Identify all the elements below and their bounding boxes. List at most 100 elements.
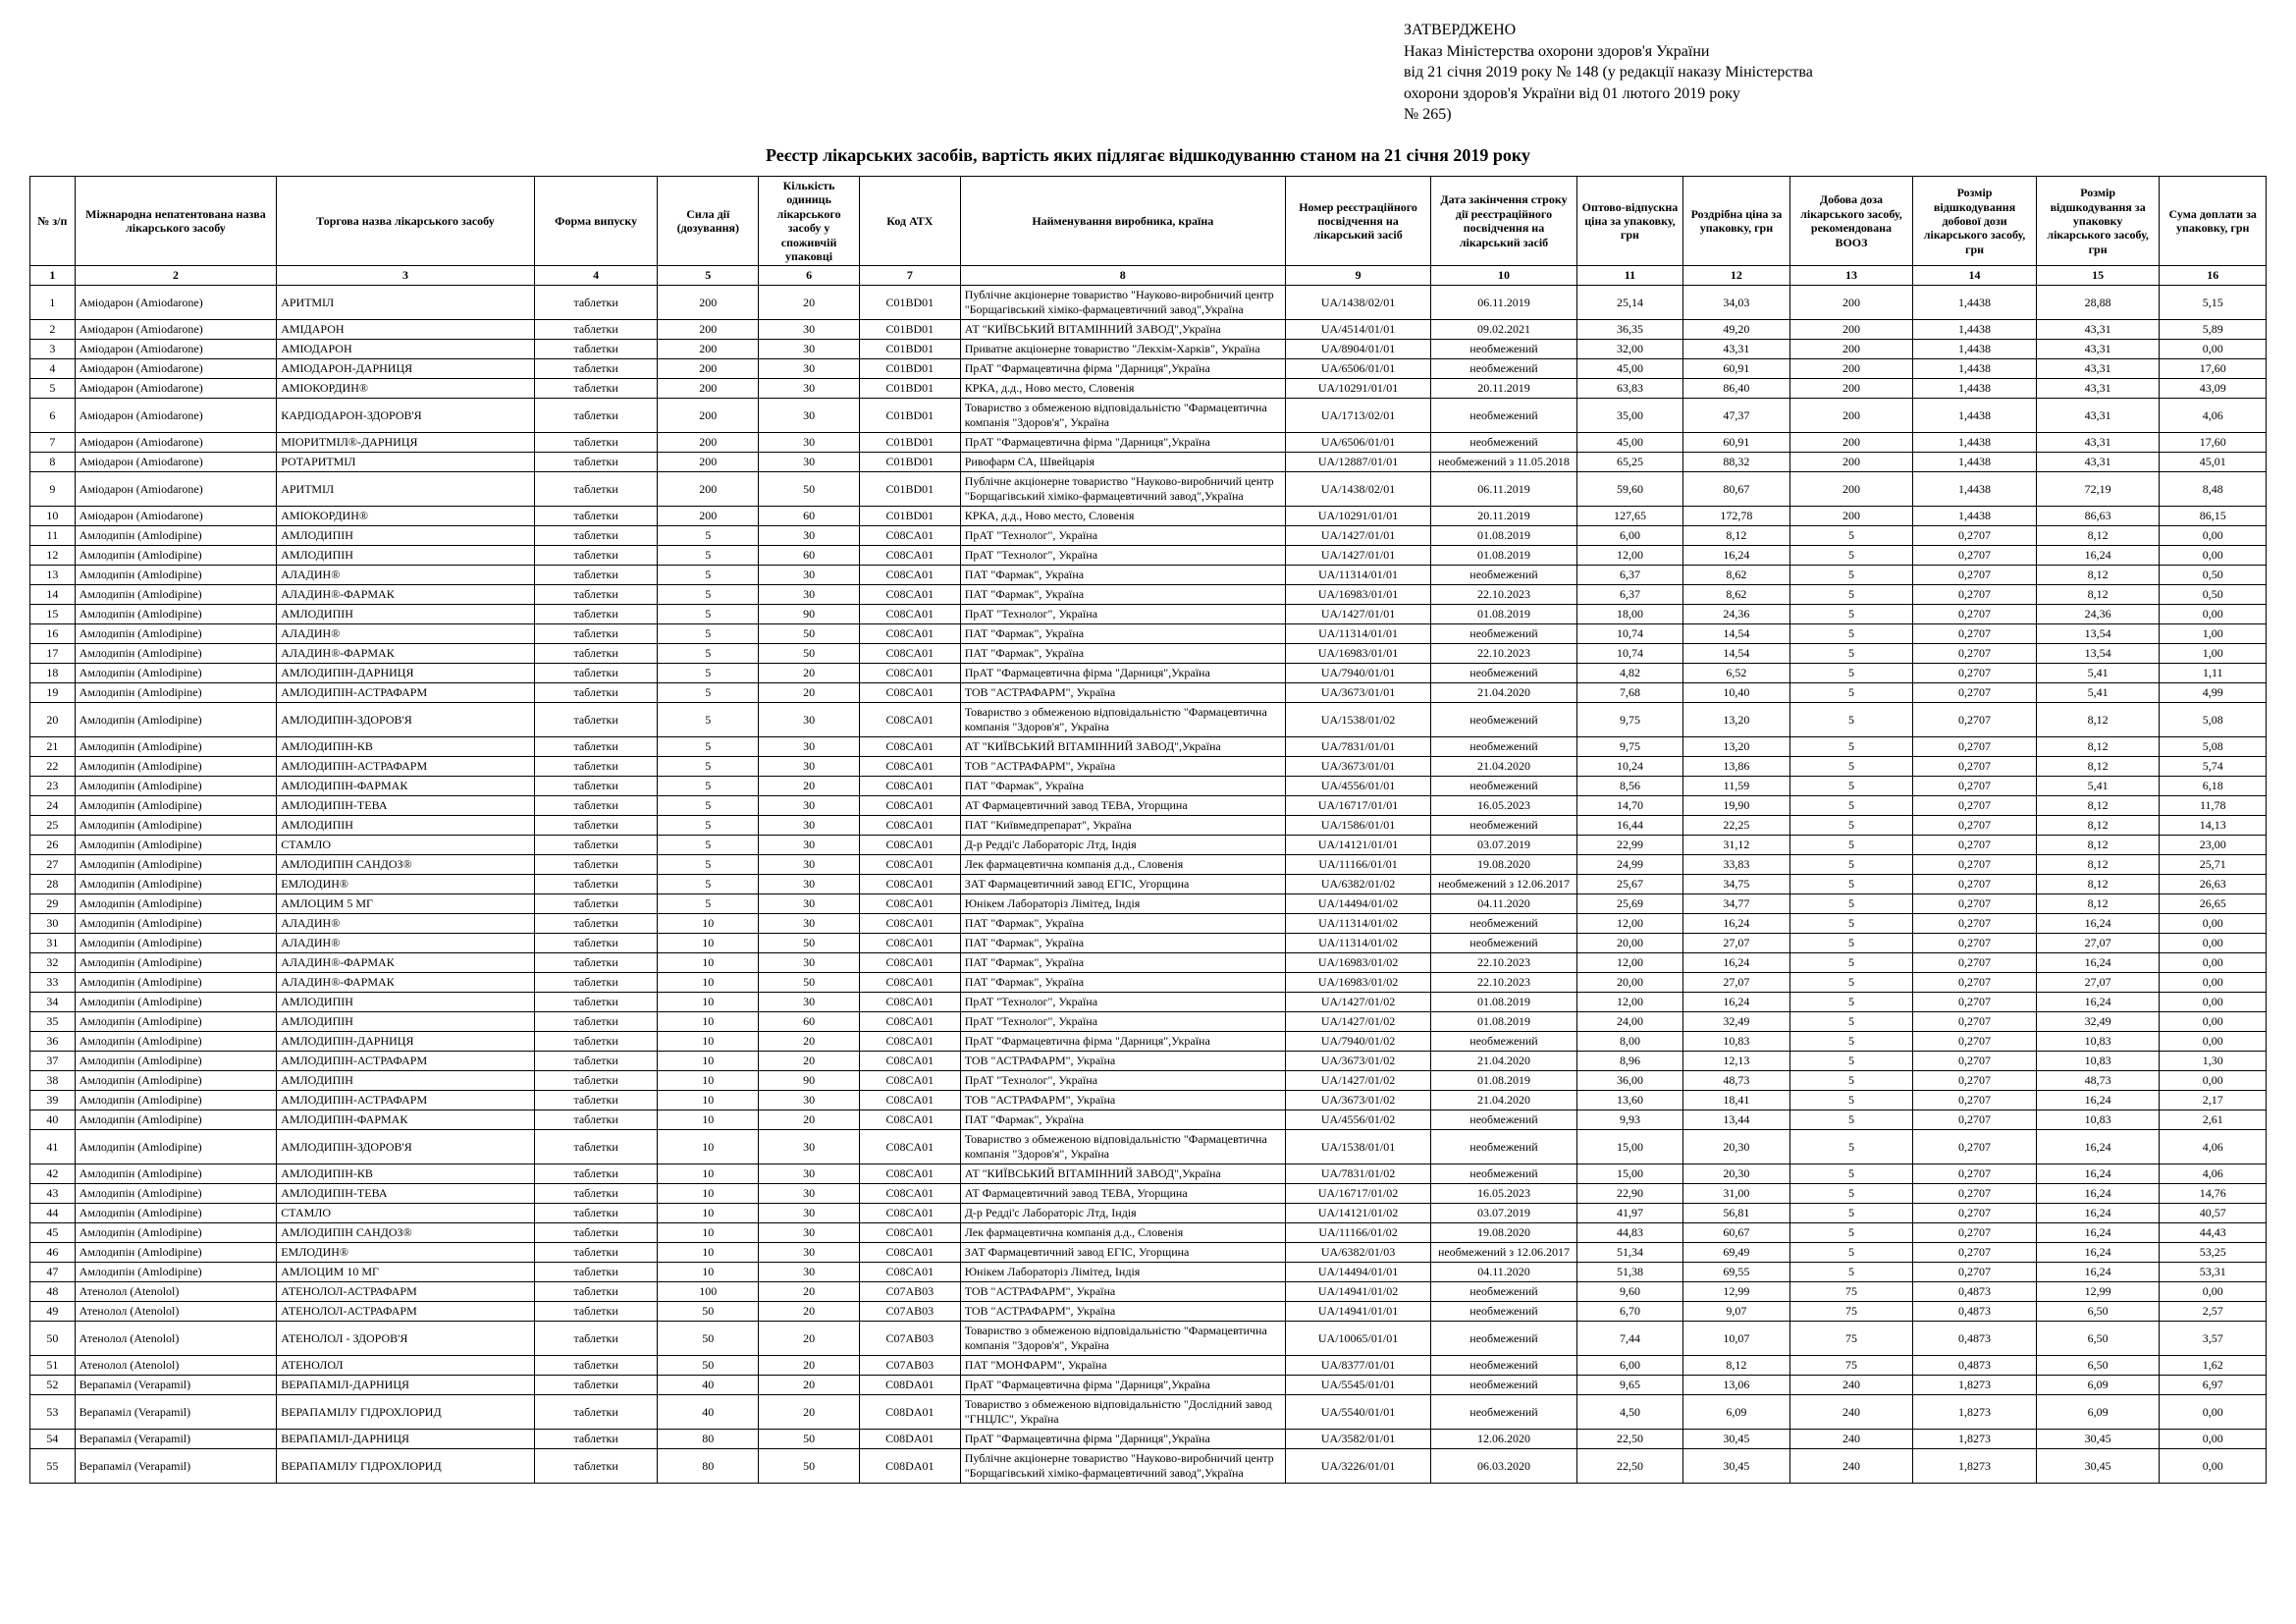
table-cell: 10 [658, 1263, 759, 1282]
table-cell: 10 [658, 1071, 759, 1091]
table-cell: Аміодарон (Amiodarone) [75, 399, 277, 433]
table-cell: C07AB03 [859, 1322, 960, 1356]
table-cell: 33 [30, 973, 76, 993]
table-cell: 0,00 [2160, 340, 2267, 359]
table-cell: 4 [30, 359, 76, 379]
table-cell: 30,45 [2036, 1430, 2160, 1449]
table-cell: UA/1427/01/02 [1285, 993, 1430, 1012]
table-cell: 0,2707 [1913, 737, 2037, 757]
approval-line: № 265) [1404, 104, 2267, 126]
table-cell: C08CA01 [859, 875, 960, 894]
table-cell: 0,00 [2160, 1032, 2267, 1052]
table-cell: 0,2707 [1913, 526, 2037, 546]
table-cell: 22,50 [1576, 1430, 1682, 1449]
table-cell: АЛАДИН®-ФАРМАК [277, 973, 535, 993]
table-cell: ВЕРАПАМІЛУ ГІДРОХЛОРИД [277, 1395, 535, 1430]
table-cell: 30 [759, 379, 860, 399]
table-cell: 26,63 [2160, 875, 2267, 894]
table-cell: 03.07.2019 [1431, 836, 1576, 855]
table-cell: таблетки [534, 664, 658, 683]
table-colnum-cell: 8 [960, 266, 1285, 286]
table-cell: 5 [658, 664, 759, 683]
table-cell: АМЛОДИПІН-АСТРАФАРМ [277, 1052, 535, 1071]
table-cell: АРИТМІЛ [277, 286, 535, 320]
table-cell: 0,2707 [1913, 1263, 2037, 1282]
table-cell: 5 [1789, 1052, 1913, 1071]
table-cell: 5 [658, 605, 759, 624]
table-cell: Амлодипін (Amlodipine) [75, 737, 277, 757]
table-cell: 30 [759, 875, 860, 894]
table-cell: АТ "КИЇВСЬКИЙ ВІТАМІННИЙ ЗАВОД",Україна [960, 737, 1285, 757]
table-cell: 10,83 [2036, 1052, 2160, 1071]
table-cell: UA/3673/01/01 [1285, 683, 1430, 703]
table-cell: 0,50 [2160, 585, 2267, 605]
table-cell: 16,24 [2036, 1204, 2160, 1223]
table-cell: Амлодипін (Amlodipine) [75, 973, 277, 993]
table-cell: таблетки [534, 1130, 658, 1164]
table-cell: C07AB03 [859, 1356, 960, 1376]
table-cell: 10,40 [1683, 683, 1789, 703]
table-cell: C08CA01 [859, 914, 960, 934]
table-cell: 34,77 [1683, 894, 1789, 914]
table-cell: 5 [1789, 683, 1913, 703]
table-cell: 22.10.2023 [1431, 585, 1576, 605]
table-cell: 32,49 [2036, 1012, 2160, 1032]
table-cell: 30 [759, 340, 860, 359]
table-header-cell: Роздрібна ціна за упаковку, грн [1683, 176, 1789, 265]
table-cell: 0,2707 [1913, 1012, 2037, 1032]
table-row: 37Амлодипін (Amlodipine)АМЛОДИПІН-АСТРАФ… [30, 1052, 2267, 1071]
table-header-cell: Торгова назва лікарського засобу [277, 176, 535, 265]
table-header-row: № з/пМіжнародна непатентована назва ліка… [30, 176, 2267, 265]
table-cell: 200 [1789, 286, 1913, 320]
table-cell: ТОВ "АСТРАФАРМ", Україна [960, 1282, 1285, 1302]
table-cell: 200 [658, 433, 759, 453]
table-cell: 4,06 [2160, 1164, 2267, 1184]
table-cell: 0,2707 [1913, 875, 2037, 894]
table-cell: 5 [1789, 644, 1913, 664]
table-cell: необмежений [1431, 914, 1576, 934]
table-cell: 5 [658, 703, 759, 737]
table-cell: 34,75 [1683, 875, 1789, 894]
table-cell: таблетки [534, 379, 658, 399]
table-cell: 20 [759, 1282, 860, 1302]
table-cell: 0,00 [2160, 1282, 2267, 1302]
table-cell: C01BD01 [859, 433, 960, 453]
table-cell: UA/10065/01/01 [1285, 1322, 1430, 1356]
table-cell: 03.07.2019 [1431, 1204, 1576, 1223]
table-cell: 52 [30, 1376, 76, 1395]
table-header-cell: Номер реєстраційного посвідчення на ліка… [1285, 176, 1430, 265]
table-cell: 8,62 [1683, 566, 1789, 585]
table-cell: АМЛОЦИМ 5 МГ [277, 894, 535, 914]
table-cell: 30 [759, 1243, 860, 1263]
table-cell: 10 [658, 1164, 759, 1184]
table-cell: 25,71 [2160, 855, 2267, 875]
table-cell: Амлодипін (Amlodipine) [75, 1032, 277, 1052]
table-cell: 0,2707 [1913, 973, 2037, 993]
table-cell: ПрАТ "Фармацевтична фірма "Дарниця",Укра… [960, 433, 1285, 453]
approval-line: Наказ Міністерства охорони здоров'я Укра… [1404, 41, 2267, 63]
table-cell: 5 [1789, 585, 1913, 605]
table-cell: 0,2707 [1913, 1223, 2037, 1243]
table-cell: Амлодипін (Amlodipine) [75, 1184, 277, 1204]
table-cell: 09.02.2021 [1431, 320, 1576, 340]
table-cell: таблетки [534, 1184, 658, 1204]
table-row: 45Амлодипін (Amlodipine)АМЛОДИПІН САНДОЗ… [30, 1223, 2267, 1243]
table-cell: 13,06 [1683, 1376, 1789, 1395]
table-cell: таблетки [534, 507, 658, 526]
table-cell: C08CA01 [859, 894, 960, 914]
table-cell: UA/14494/01/02 [1285, 894, 1430, 914]
table-cell: 20 [759, 664, 860, 683]
table-cell: 5 [1789, 816, 1913, 836]
table-cell: необмежений [1431, 624, 1576, 644]
table-cell: таблетки [534, 1164, 658, 1184]
table-cell: АЛАДИН® [277, 566, 535, 585]
table-cell: таблетки [534, 340, 658, 359]
table-row: 1Аміодарон (Amiodarone)АРИТМІЛтаблетки20… [30, 286, 2267, 320]
table-cell: таблетки [534, 1110, 658, 1130]
table-cell: 30 [759, 1184, 860, 1204]
table-cell: 13,44 [1683, 1110, 1789, 1130]
table-row: 27Амлодипін (Amlodipine)АМЛОДИПІН САНДОЗ… [30, 855, 2267, 875]
table-colnum-cell: 6 [759, 266, 860, 286]
table-cell: C08CA01 [859, 1184, 960, 1204]
table-cell: 59,60 [1576, 472, 1682, 507]
